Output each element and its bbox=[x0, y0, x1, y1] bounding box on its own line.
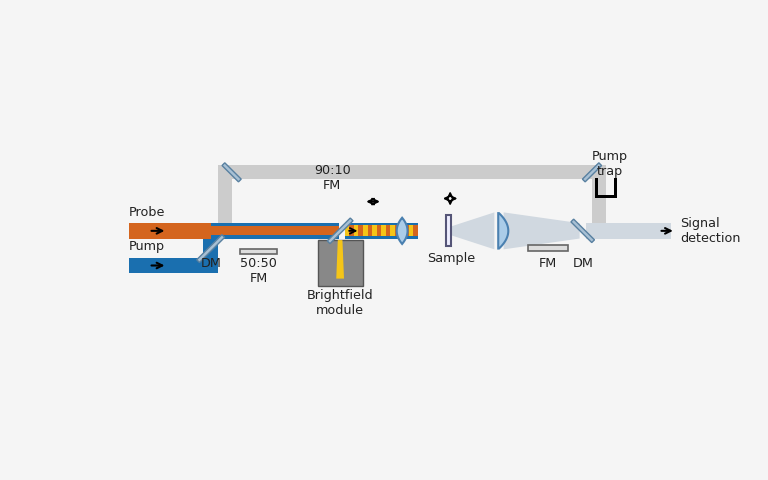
Bar bbox=[203, 231, 218, 265]
Bar bbox=[376, 225, 381, 237]
Text: 90:10
FM: 90:10 FM bbox=[314, 164, 351, 192]
Bar bbox=[390, 225, 395, 237]
Text: Sample: Sample bbox=[427, 252, 475, 265]
Bar bbox=[210, 226, 339, 236]
Bar bbox=[217, 166, 232, 223]
Polygon shape bbox=[582, 163, 601, 182]
Bar bbox=[595, 179, 598, 198]
Text: 50:50
FM: 50:50 FM bbox=[240, 257, 277, 285]
Bar bbox=[399, 225, 404, 237]
Bar bbox=[128, 223, 210, 239]
Bar bbox=[586, 223, 671, 239]
Text: Pump
trap: Pump trap bbox=[592, 150, 628, 178]
Bar bbox=[345, 223, 418, 226]
Bar bbox=[372, 225, 376, 237]
Bar bbox=[595, 195, 617, 198]
Bar bbox=[381, 225, 386, 237]
Bar bbox=[386, 225, 390, 237]
Polygon shape bbox=[336, 240, 344, 278]
Polygon shape bbox=[397, 218, 408, 244]
Bar bbox=[395, 225, 399, 237]
Polygon shape bbox=[504, 212, 580, 249]
Text: Probe: Probe bbox=[128, 205, 165, 218]
Polygon shape bbox=[222, 163, 241, 182]
Bar bbox=[349, 225, 354, 237]
Bar bbox=[345, 236, 418, 239]
Polygon shape bbox=[498, 213, 508, 249]
Bar bbox=[404, 225, 409, 237]
Bar bbox=[409, 225, 413, 237]
Bar bbox=[240, 249, 277, 254]
Bar bbox=[446, 216, 451, 246]
Bar bbox=[368, 225, 372, 237]
Polygon shape bbox=[452, 212, 495, 249]
Bar bbox=[413, 225, 418, 237]
Polygon shape bbox=[571, 219, 594, 242]
Polygon shape bbox=[327, 218, 353, 244]
Text: DM: DM bbox=[572, 257, 593, 270]
Text: Signal
detection: Signal detection bbox=[680, 217, 741, 245]
Bar bbox=[359, 225, 363, 237]
Bar bbox=[354, 225, 359, 237]
Bar bbox=[210, 223, 339, 239]
Bar bbox=[217, 166, 606, 179]
Bar bbox=[614, 179, 617, 198]
Polygon shape bbox=[197, 235, 225, 263]
Bar bbox=[363, 225, 368, 237]
Bar bbox=[592, 166, 606, 223]
Bar bbox=[128, 258, 218, 273]
Bar bbox=[345, 225, 349, 237]
Bar bbox=[528, 245, 568, 251]
Text: Pump: Pump bbox=[128, 240, 164, 253]
Text: Brightfield
module: Brightfield module bbox=[306, 289, 373, 317]
Text: FM: FM bbox=[538, 257, 557, 270]
Bar bbox=[318, 240, 362, 286]
Text: DM: DM bbox=[200, 257, 221, 270]
